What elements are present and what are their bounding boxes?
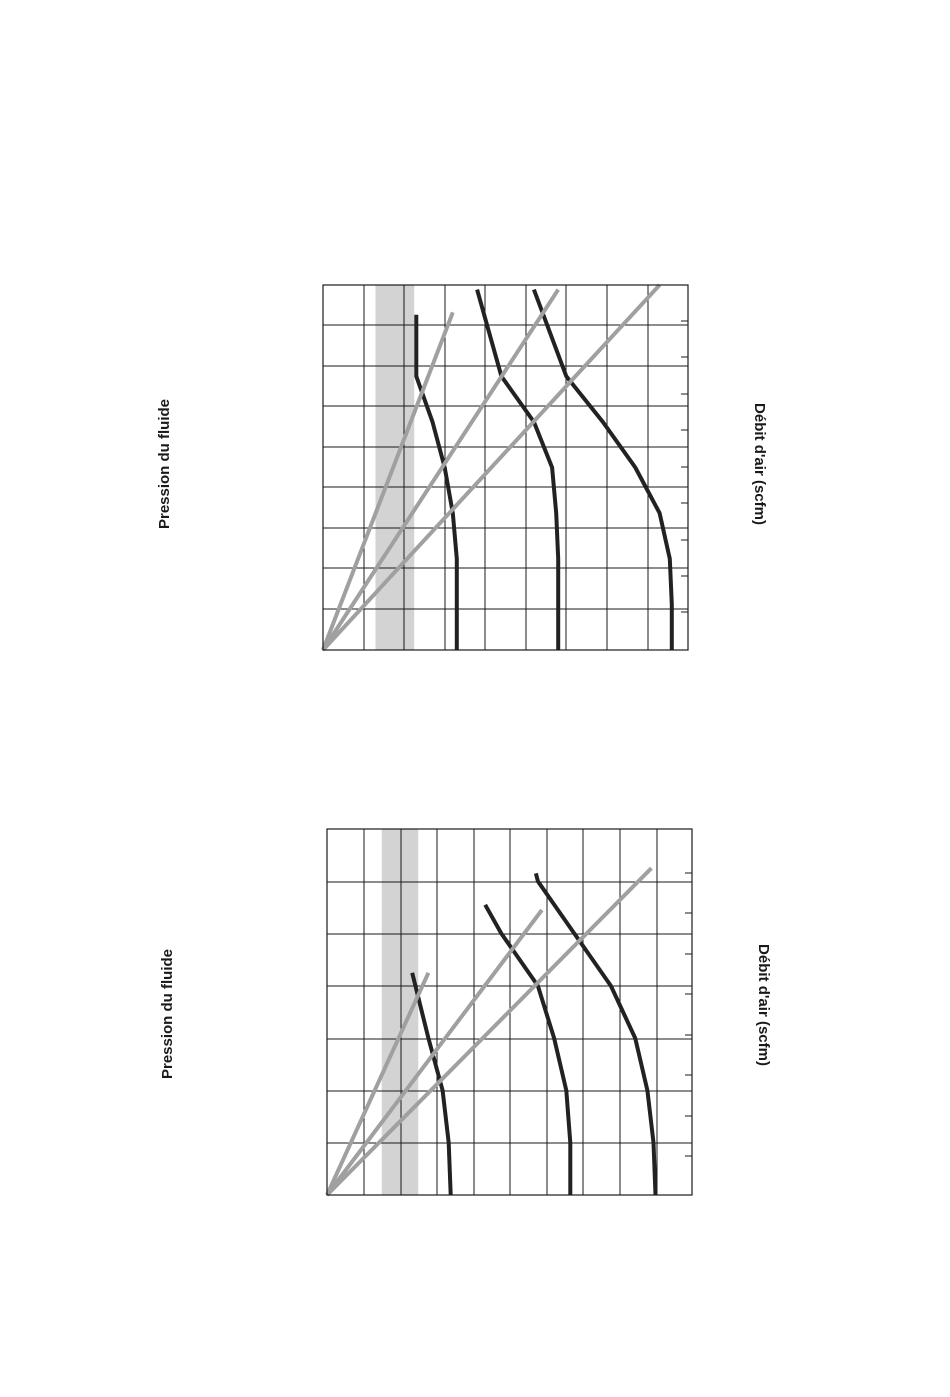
flow-curve-1: [533, 872, 658, 1196]
flow-curve-2: [483, 903, 573, 1195]
chart-1: Pression du fluide Débit d'air (scfm): [156, 283, 768, 652]
flow-curve-3: [414, 314, 459, 650]
flow-curve-1: [532, 288, 674, 650]
x-axis-label: Pression du fluide: [156, 399, 173, 529]
y-axis-label: Débit d'air (scfm): [755, 944, 772, 1066]
plot-frame: [326, 828, 693, 1196]
flow-curve-3: [410, 972, 453, 1196]
plot-frame: [322, 284, 689, 651]
ratio-line-5: [321, 288, 560, 652]
ratio-line-4: [321, 283, 662, 652]
ratio-line-4: [325, 866, 653, 1197]
chart-2: Pression du fluide Débit d'air (scfm): [159, 828, 772, 1197]
ratio-line-6: [321, 311, 455, 651]
y-axis-label: Débit d'air (scfm): [751, 403, 768, 525]
flow-curve-2: [475, 289, 561, 650]
ratio-line-6: [325, 971, 431, 1196]
x-axis-label: Pression du fluide: [159, 949, 176, 1079]
operating-band: [381, 829, 419, 1195]
ratio-line-5: [325, 908, 544, 1197]
